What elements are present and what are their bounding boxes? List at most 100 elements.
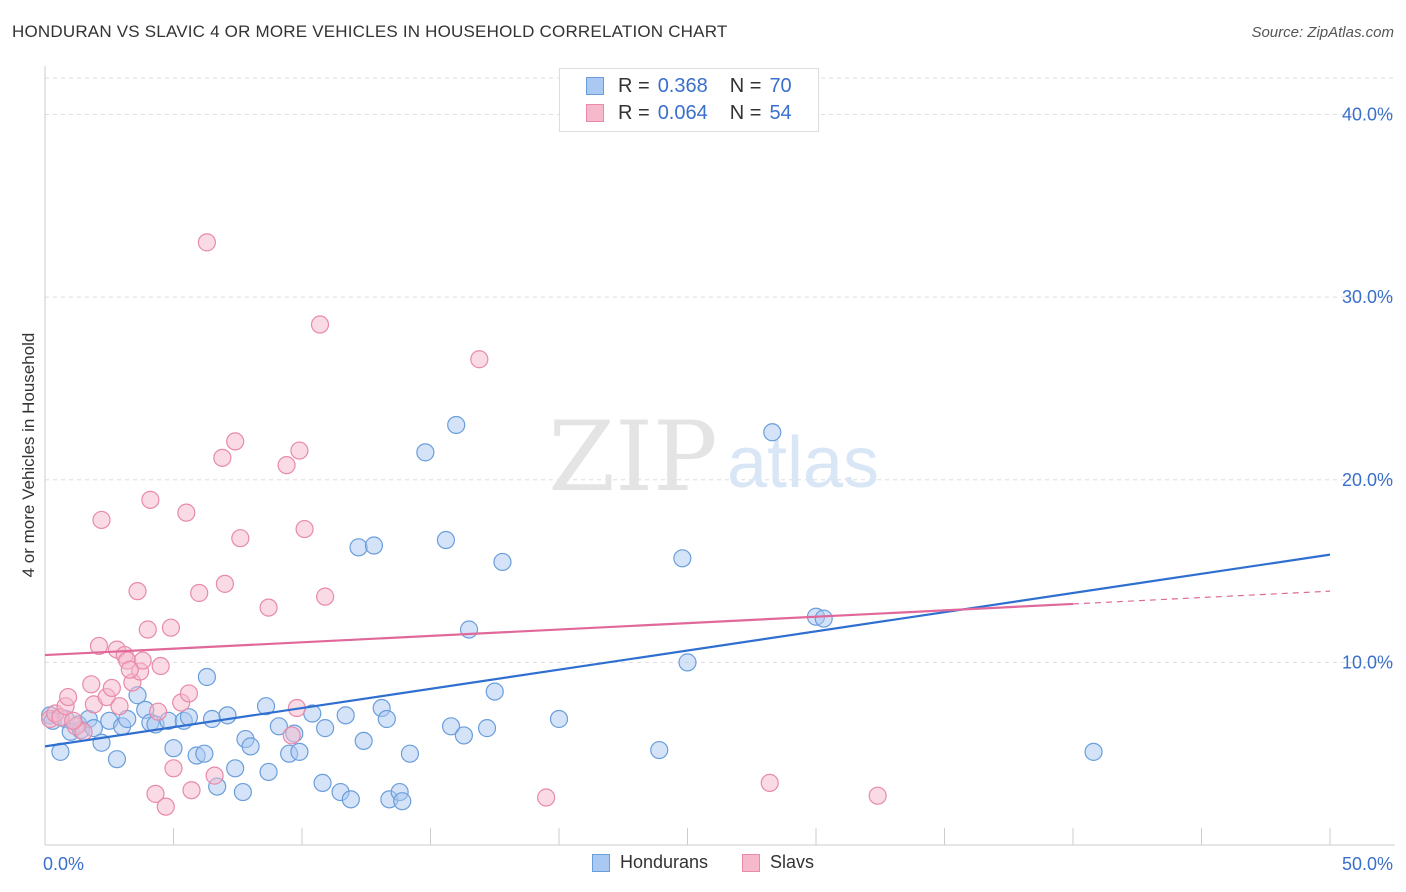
honduran-point <box>218 706 237 725</box>
slavic-point <box>760 773 779 793</box>
slavic-point <box>138 620 157 639</box>
slavic-point <box>59 687 78 707</box>
x-tick-label: 0.0% <box>43 854 84 874</box>
honduran-point <box>164 739 183 758</box>
slavic-point <box>110 697 129 716</box>
honduran-point <box>447 415 466 435</box>
legend-row-hondurans: R = 0.368 N = 70 <box>586 73 792 99</box>
slavic-point <box>151 656 170 676</box>
slavic-point <box>146 784 165 803</box>
honduran-point <box>364 536 384 555</box>
correlation-legend: R = 0.368 N = 70 R = 0.064 N = 54 <box>559 68 819 132</box>
legend-label-hondurans: Hondurans <box>619 852 709 872</box>
slavic-point <box>226 432 245 451</box>
slavic-point <box>182 781 201 800</box>
trend-lines <box>44 553 1331 748</box>
watermark: ZIP atlas <box>548 401 879 513</box>
honduran-point <box>226 759 245 778</box>
honduran-point <box>678 653 697 672</box>
y-tick-label: 10.0% <box>1342 652 1393 672</box>
source-label: Source: ZipAtlas.com <box>1251 24 1394 41</box>
r-value: 0.064 <box>657 101 708 124</box>
honduran-point <box>316 719 335 738</box>
honduran-point <box>377 709 396 729</box>
axes <box>44 66 1395 846</box>
honduran-point <box>763 423 782 442</box>
slavic-point <box>190 583 209 603</box>
honduran-point <box>549 709 569 729</box>
honduran-point <box>459 620 479 639</box>
slavic-point <box>161 618 181 637</box>
slavic-point <box>179 684 199 703</box>
slavic-point <box>537 788 556 807</box>
r-label: R = <box>618 74 650 97</box>
slavic-trend-extension <box>1072 590 1331 605</box>
slavic-point <box>290 441 309 460</box>
chart-title: HONDURAN VS SLAVIC 4 OR MORE VEHICLES IN… <box>12 22 728 41</box>
slavic-point <box>215 574 234 593</box>
honduran-point <box>241 737 260 756</box>
legend-item-slavs: Slavs <box>742 852 814 873</box>
slavic-point <box>64 711 83 730</box>
y-tick-label: 30.0% <box>1342 287 1393 307</box>
n-label: N = <box>729 101 762 124</box>
honduran-point <box>354 731 373 751</box>
honduran-point <box>349 538 368 557</box>
slavs-swatch <box>586 104 604 122</box>
x-tick-label: 50.0% <box>1342 854 1393 874</box>
slavic-point <box>316 587 335 606</box>
slavic-point <box>133 651 152 670</box>
slavic-point <box>164 759 183 778</box>
honduran-point <box>673 549 692 568</box>
honduran-point <box>485 682 504 701</box>
n-value: 54 <box>769 101 792 124</box>
honduran-point <box>259 762 278 782</box>
r-label: R = <box>618 101 650 124</box>
honduran-point <box>197 667 217 687</box>
watermark-zip: ZIP <box>548 401 717 513</box>
honduran-point <box>441 717 461 736</box>
slavic-point <box>102 678 121 698</box>
honduran-point <box>256 697 276 716</box>
slavic-point <box>259 598 278 617</box>
honduran-point <box>336 706 355 725</box>
n-value: 70 <box>769 74 792 97</box>
honduran-point <box>269 717 288 736</box>
slavic-point <box>141 490 160 509</box>
honduran-point <box>400 744 420 763</box>
y-tick-label: 40.0% <box>1342 105 1393 125</box>
honduran-point <box>814 609 833 628</box>
honduran-point <box>493 552 512 572</box>
slavic-point <box>197 233 217 252</box>
slavic-point <box>277 456 296 475</box>
slavic-point <box>295 519 314 539</box>
honduran-point <box>233 782 252 802</box>
honduran-point <box>477 719 497 738</box>
slavic-point <box>120 660 139 679</box>
data-points <box>41 233 1103 816</box>
slavic-point <box>213 448 232 467</box>
r-value: 0.368 <box>657 74 708 97</box>
slavic-trend-line <box>44 602 1074 657</box>
legend-row-slavs: R = 0.064 N = 54 <box>586 100 792 126</box>
slavic-point <box>231 529 250 548</box>
hondurans-legend-swatch <box>591 853 610 872</box>
honduran-point <box>341 790 360 809</box>
legend-item-hondurans: Hondurans <box>591 852 709 873</box>
honduran-point <box>195 744 214 763</box>
hondurans-swatch <box>586 77 604 95</box>
honduran-point <box>313 773 332 793</box>
slavic-point <box>177 503 196 522</box>
honduran-trend-line <box>44 553 1331 748</box>
honduran-point <box>436 530 456 550</box>
honduran-point <box>416 443 435 462</box>
slavic-point <box>156 797 175 816</box>
honduran-point <box>290 742 309 761</box>
slavic-point <box>128 582 147 601</box>
slavic-point <box>82 675 101 694</box>
honduran-point <box>107 750 127 769</box>
slavic-point <box>282 726 301 745</box>
legend-label-slavs: Slavs <box>770 852 815 872</box>
slavic-point <box>868 786 887 805</box>
